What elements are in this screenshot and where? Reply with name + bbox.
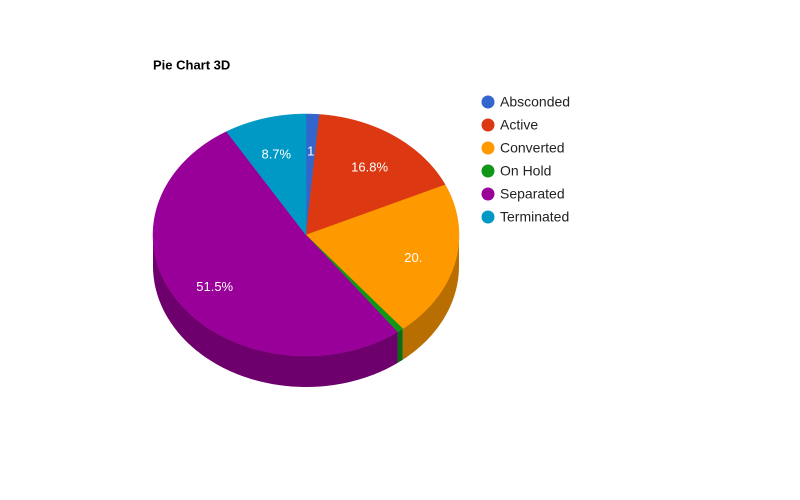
legend-marker — [481, 187, 495, 201]
legend-marker — [481, 141, 495, 155]
legend-marker — [481, 210, 495, 224]
legend-marker — [481, 95, 495, 109]
slice — [305, 184, 460, 330]
legend-marker — [481, 164, 495, 178]
slice-side — [402, 235, 459, 360]
legend-label: Separated — [500, 186, 565, 202]
legend-label: Active — [500, 117, 538, 133]
chart-title: Pie Chart 3D — [153, 57, 230, 72]
slice — [305, 114, 446, 236]
legend-label: Absconded — [500, 94, 570, 110]
slice-side — [153, 235, 398, 387]
slice-side — [397, 328, 403, 363]
legend-label: On Hold — [500, 163, 551, 179]
slice — [226, 113, 307, 236]
slice-label: 20. — [404, 250, 422, 265]
legend-label: Converted — [500, 140, 565, 156]
slice-label: 8.7% — [261, 147, 291, 162]
legend-label: Terminated — [500, 209, 569, 225]
slice — [152, 131, 398, 357]
legend-marker — [481, 118, 495, 132]
slice-label: 51.5% — [196, 279, 233, 294]
slice-label: 16.8% — [351, 159, 388, 174]
slice-label: 1 — [307, 143, 314, 158]
